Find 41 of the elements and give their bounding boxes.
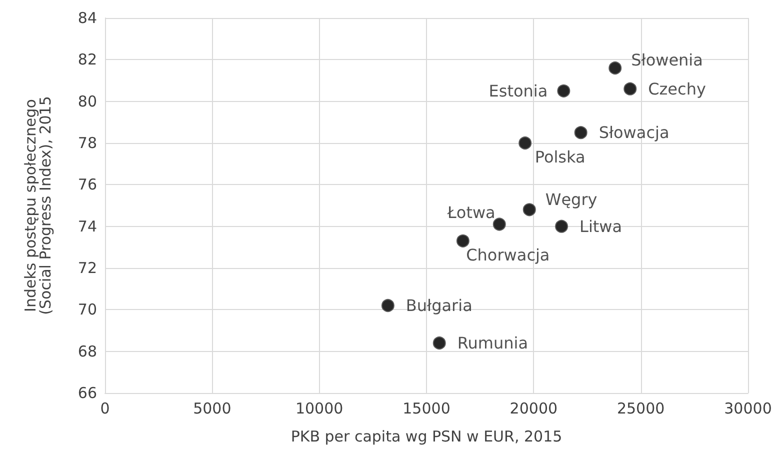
x-tick-label: 25000 (616, 400, 665, 418)
annotation: Słowacja (598, 123, 670, 142)
y-tick-label: 76 (78, 176, 97, 194)
x-axis-title: PKB per capita wg PSN w EUR, 2015 (290, 428, 562, 446)
y-tick-label: 72 (78, 259, 97, 277)
point (557, 84, 570, 98)
point (381, 299, 394, 312)
annotation: Słowenia (631, 50, 703, 70)
y-tick-label: 84 (78, 9, 97, 27)
point (518, 136, 532, 150)
point (555, 220, 568, 233)
point (522, 203, 536, 216)
x-tick-label: 20000 (510, 400, 558, 418)
point (624, 82, 637, 96)
point (432, 336, 446, 350)
point (492, 218, 506, 231)
x-tick-label: 15000 (402, 400, 450, 418)
y-tick-label: 82 (78, 50, 97, 69)
annotation: Litwa (580, 216, 622, 236)
y-axis-title: Indeks postępu społecznego (Social Progress Index), 2015 (22, 96, 54, 315)
x-tick-label: 10000 (295, 400, 344, 418)
y-tick-label: 66 (78, 384, 97, 402)
y-tick-label: 68 (78, 342, 97, 360)
annotation: Węgry (545, 190, 598, 210)
point (574, 126, 588, 140)
x-tick-label: 0 (100, 400, 110, 418)
x-tick-label: 30000 (724, 400, 772, 418)
annotation: Bułgaria (406, 296, 472, 315)
point (456, 234, 470, 248)
annotation: Chorwacja (466, 245, 550, 264)
annotation: Polska (534, 148, 586, 166)
y-tick-label: 74 (78, 217, 97, 236)
y-tick-label: 78 (78, 134, 97, 152)
point (608, 62, 622, 74)
y-tick-label: 80 (78, 92, 97, 110)
annotation: Rumunia (457, 334, 528, 352)
annotation: Estonia (488, 81, 548, 100)
annotation: Łotwa (446, 202, 496, 222)
y-tick-label: 70 (78, 300, 97, 319)
annotation: Czechy (648, 79, 706, 98)
x-tick-label: 5000 (193, 400, 232, 418)
